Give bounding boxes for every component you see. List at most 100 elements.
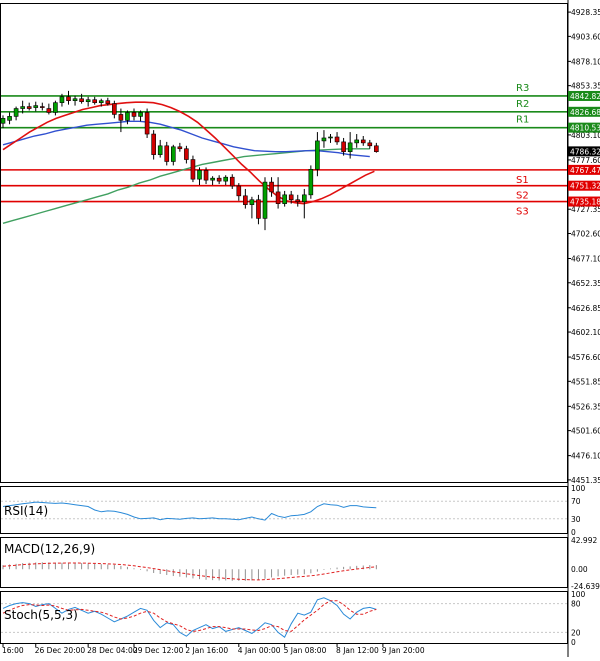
candle-body [236,185,242,197]
y-tick-label: 4677.10 [571,254,600,263]
candle-body [210,177,215,181]
candle-body [229,176,235,187]
candle-body [295,199,301,203]
x-tick-label: 4 Jan 00:00 [238,646,281,655]
rsi-tick-label: 0 [571,528,576,537]
candle-body [138,112,143,117]
level-label-r3: R3 [516,83,529,94]
rsi-tick-label: 70 [571,497,581,506]
candle-body [203,170,209,181]
rsi-line [2,501,377,521]
candle-body [321,137,327,142]
y-tick-label: 4551.85 [571,377,600,386]
level-label-s3: S3 [516,207,529,218]
level-tag-value: 4842.82 [570,92,600,101]
candle-body [328,136,333,139]
macd-tick-label: 0.00 [571,565,588,574]
candle-body [184,148,189,160]
x-tick-label: 8 Jan 12:00 [336,646,379,655]
candle-body [177,146,183,150]
candle-body [223,176,228,182]
y-tick-label: 4602.10 [571,328,600,337]
stoch-tick-label: 0 [571,638,576,647]
candle-body [118,114,124,121]
candle-body [360,139,366,144]
candle-body [151,133,156,155]
stoch-tick-label: 20 [571,628,581,637]
candle-body [20,106,25,109]
y-tick-label: 4853.35 [571,82,600,91]
candle-body [282,194,287,204]
ma-red-line [2,101,375,205]
candle-body [112,103,117,115]
stoch-tick-label: 100 [571,590,586,599]
y-tick-label: 4803.10 [571,131,600,140]
y-tick-label: 4576.60 [571,353,600,362]
candle-body [125,112,130,121]
candle-body [105,100,111,104]
candle-body [33,105,39,108]
level-label-s1: S1 [516,175,529,186]
candle-body [288,194,294,201]
candle-body [46,108,52,113]
y-tick-label: 4476.10 [571,452,600,461]
candle-body [197,170,202,180]
candle-body [334,136,340,143]
candle-body [269,181,274,193]
y-tick-label: 4928.35 [571,8,600,17]
stoch-label: Stoch(5,5,3) [4,608,78,622]
y-tick-label: 4451.35 [571,476,600,485]
x-tick-label: 29 Dec 12:00 [133,646,184,655]
y-tick-label: 4501.60 [571,427,600,436]
level-tag-value: 4751.32 [570,182,600,191]
y-tick-label: 4903.60 [571,32,600,41]
candle-body [190,159,196,180]
level-tag-s1 [568,164,600,175]
level-tag-value: 4810.53 [570,124,600,133]
macd-tick-label: -24.639 [571,582,600,591]
candle-body [164,145,170,162]
candle-body [131,112,137,117]
level-tag-value: 4735.18 [570,198,600,207]
level-tag-r1 [568,122,600,133]
level-tag-s2 [568,180,600,191]
candle-body [59,96,65,103]
x-tick-label: 9 Jan 20:00 [382,646,425,655]
candle-body [85,99,91,102]
candle-body [171,146,176,162]
x-tick-label: 28 Dec 04:00 [87,646,138,655]
candle-body [144,112,150,135]
candle-body [374,145,379,152]
rsi-tick-label: 100 [571,484,586,493]
candle-body [354,139,360,144]
level-label-s2: S2 [516,191,529,202]
y-tick-label: 4652.35 [571,279,600,288]
candle-body [243,195,248,205]
candle-body [53,102,58,113]
candle-body [72,98,78,101]
macd-signal-line [2,562,377,581]
stoch-tick-label: 80 [571,600,581,609]
candle-body [256,199,261,219]
y-tick-label: 4727.35 [571,205,600,214]
candle-body [301,194,307,203]
x-tick-label: 2 Jan 16:00 [185,646,228,655]
x-tick-label: 5 Jan 08:00 [284,646,327,655]
candle-body [216,177,222,182]
current-price-value: 4786.32 [570,147,600,156]
candle-body [7,116,12,121]
candle-body [249,199,255,205]
candle-body [367,142,373,147]
candle-body [315,140,320,170]
level-tag-value: 4767.47 [570,166,600,175]
ma-blue-line [2,120,370,158]
x-tick-label: 26 Dec 20:00 [35,646,86,655]
level-tag-s3 [568,196,600,207]
candle-body [262,181,268,219]
candle-body [275,191,281,204]
rsi-tick-label: 30 [571,515,581,524]
candle-body [79,98,84,102]
stoch-signal-line [2,600,377,632]
